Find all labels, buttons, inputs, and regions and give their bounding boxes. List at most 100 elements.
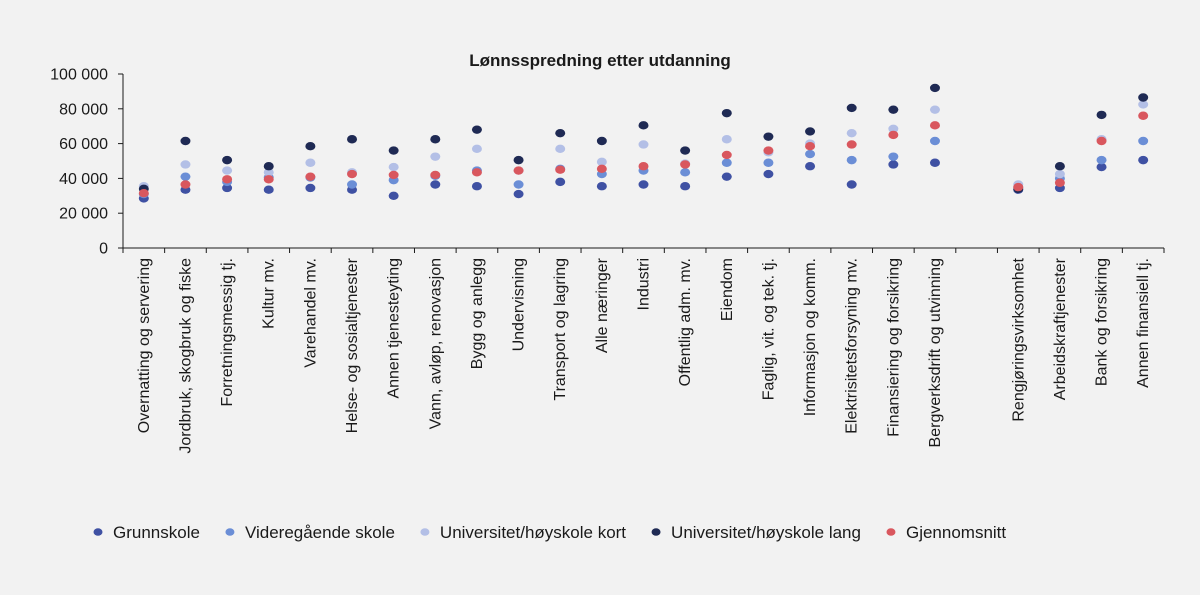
data-point — [430, 170, 441, 180]
data-point — [846, 140, 857, 149]
x-tick-label: Alle næringer — [594, 257, 611, 353]
x-tick-label: Undervisning — [511, 258, 528, 351]
legend-marker — [225, 528, 235, 536]
data-point — [888, 105, 899, 114]
x-tick-label: Offentlig adm. mv. — [677, 258, 694, 386]
x-tick-label: Varehandel mv. — [302, 258, 319, 368]
data-point — [638, 121, 649, 130]
data-point — [680, 182, 691, 191]
x-tick-label: Jordbruk, skogbruk og fiske — [177, 258, 194, 454]
data-point — [388, 162, 399, 172]
data-point — [680, 146, 691, 155]
data-point — [430, 152, 441, 161]
data-point — [471, 182, 482, 191]
data-point — [805, 127, 816, 136]
x-tick-label: Bank og forsikring — [1094, 258, 1111, 386]
data-point — [555, 177, 566, 187]
data-points — [138, 83, 1149, 203]
data-point — [763, 169, 774, 179]
y-tick-label: 40 000 — [59, 171, 108, 188]
x-tick-label: Rengjøringsvirksomhet — [1010, 257, 1027, 421]
data-point — [388, 146, 399, 155]
data-point — [888, 160, 899, 169]
data-point — [347, 169, 358, 179]
data-point — [305, 158, 316, 167]
data-point — [763, 158, 774, 167]
data-point — [805, 162, 816, 171]
data-point — [680, 160, 691, 169]
x-tick-label: Vann, avløp, renovasjon — [427, 258, 444, 429]
data-point — [1138, 93, 1149, 102]
data-point — [888, 124, 899, 134]
x-tick-label: Kultur mv. — [261, 258, 278, 329]
data-point — [638, 180, 649, 189]
data-point — [305, 142, 316, 151]
x-tick-label: Industri — [636, 258, 653, 310]
data-point — [180, 136, 191, 146]
data-point — [721, 150, 732, 160]
data-point — [929, 83, 940, 93]
data-point — [430, 180, 441, 189]
data-point — [763, 132, 774, 141]
data-point — [471, 125, 482, 134]
data-point — [513, 166, 524, 175]
data-point — [513, 180, 524, 189]
legend-label: Videregående skole — [245, 523, 395, 542]
data-point — [721, 172, 732, 181]
data-point — [638, 140, 649, 149]
data-point — [638, 162, 649, 171]
data-point — [305, 183, 316, 193]
x-tick-label: Finansiering og forsikring — [885, 258, 902, 437]
data-point — [721, 135, 732, 144]
data-point — [1138, 155, 1149, 165]
data-point — [929, 158, 940, 167]
data-point — [596, 182, 607, 191]
y-tick-label: 60 000 — [59, 136, 108, 153]
x-tick-label: Transport og lagring — [552, 258, 569, 401]
x-tick-label: Faglig, vit. og tek. tj. — [760, 258, 777, 400]
legend-label: Universitet/høyskole kort — [440, 523, 626, 542]
legend-marker — [886, 528, 896, 536]
data-point — [347, 180, 358, 189]
legend-label: Universitet/høyskole lang — [671, 523, 861, 542]
data-point — [721, 158, 732, 167]
data-point — [263, 168, 274, 177]
x-tick-label: Bygg og anlegg — [469, 258, 486, 369]
data-point — [222, 175, 233, 184]
data-point — [1138, 136, 1149, 146]
legend: Grunnskole Videregående skole Universitet/… — [93, 523, 1006, 542]
data-point — [596, 157, 607, 167]
data-point — [430, 135, 441, 144]
data-point — [347, 135, 358, 144]
data-point — [596, 136, 607, 146]
data-point — [1096, 136, 1107, 146]
data-point — [513, 189, 524, 199]
x-tick-label: Overnatting og servering — [136, 258, 153, 433]
x-tick-label: Arbeidskraftjenester — [1052, 257, 1069, 400]
x-tick-label: Elektrisitetsforsyning mv. — [844, 258, 861, 434]
data-point — [555, 165, 566, 174]
y-tick-label: 20 000 — [59, 206, 108, 223]
data-point — [305, 172, 316, 181]
data-point — [929, 121, 940, 130]
data-point — [180, 160, 191, 169]
x-tick-label: Informasjon og komm. — [802, 258, 819, 416]
data-point — [471, 168, 482, 177]
data-point — [555, 128, 566, 138]
data-point — [888, 152, 899, 161]
legend-marker — [420, 528, 430, 536]
data-point — [1054, 169, 1065, 179]
data-point — [846, 128, 857, 138]
data-point — [680, 168, 691, 177]
x-tick-label: Helse- og sosialtjenester — [344, 257, 361, 433]
data-point — [180, 180, 191, 189]
data-point — [888, 130, 899, 140]
legend-label: Gjennomsnitt — [906, 523, 1006, 542]
y-tick-label: 100 000 — [50, 67, 108, 84]
data-point — [1096, 162, 1107, 172]
data-point — [1138, 111, 1149, 120]
data-point — [805, 149, 816, 159]
data-point — [222, 166, 233, 175]
data-point — [721, 108, 732, 118]
